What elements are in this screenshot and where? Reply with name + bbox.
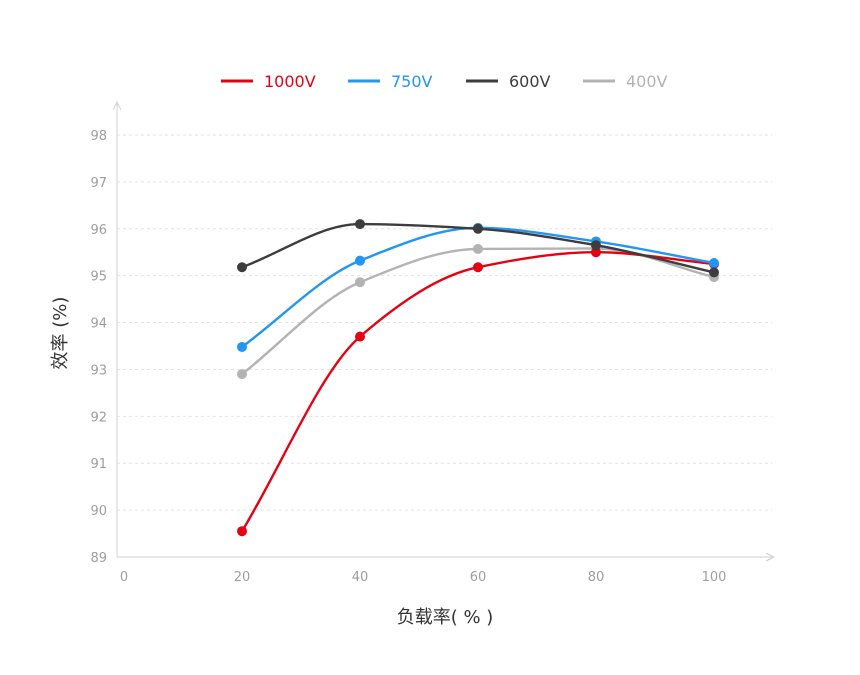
legend-label-400v: 400V (626, 72, 668, 91)
series-line-1000v (240, 251, 715, 532)
x-axis-arrow (765, 552, 776, 562)
x-tick-label: 20 (234, 570, 251, 585)
x-tick-label: 40 (352, 570, 369, 585)
x-tick-label: 80 (588, 570, 605, 585)
y-axis-title: 效率 (%) (50, 297, 71, 370)
series-lines (237, 219, 719, 537)
data-point-600v (473, 223, 483, 234)
series-600v (237, 219, 719, 278)
x-tick-label: 0 (120, 570, 128, 585)
series-1000v (237, 247, 719, 537)
data-point-600v (237, 262, 247, 273)
y-tick-label: 94 (90, 317, 107, 332)
data-point-600v (591, 240, 601, 251)
data-point-750v (237, 341, 247, 352)
data-point-600v (355, 219, 365, 230)
y-tick-label: 93 (90, 363, 107, 378)
y-tick-labels: 89 90 91 92 93 94 95 96 97 98 (90, 129, 107, 566)
y-tick-label: 91 (90, 457, 107, 472)
data-point-1000v (237, 526, 247, 537)
axes (112, 100, 776, 562)
data-point-400v (237, 369, 247, 380)
y-tick-label: 97 (90, 176, 107, 191)
y-axis-arrow (112, 100, 122, 111)
x-axis-title: 负载率( % ) (397, 607, 494, 628)
y-tick-label: 90 (90, 504, 107, 519)
series-750v (237, 222, 719, 352)
data-point-400v (473, 243, 483, 254)
legend-label-600v: 600V (509, 72, 551, 91)
data-point-1000v (355, 331, 365, 342)
data-point-750v (709, 258, 719, 269)
y-tick-label: 96 (90, 223, 107, 238)
x-tick-label: 60 (470, 570, 487, 585)
x-tick-labels: 0 20 40 60 80 100 (120, 570, 727, 585)
y-tick-label: 95 (90, 270, 107, 285)
y-tick-label: 92 (90, 410, 107, 425)
data-point-600v (709, 267, 719, 278)
legend: 1000V 750V 600V 400V (221, 72, 668, 91)
grid-lines (117, 134, 772, 511)
y-tick-label: 98 (90, 129, 107, 144)
legend-label-750v: 750V (391, 72, 433, 91)
data-point-1000v (473, 262, 483, 273)
y-tick-label: 89 (90, 551, 107, 566)
data-point-1000v (591, 247, 601, 258)
x-tick-label: 100 (702, 570, 727, 585)
legend-label-1000v: 1000V (264, 72, 316, 91)
data-point-750v (355, 255, 365, 266)
data-point-400v (355, 277, 365, 288)
